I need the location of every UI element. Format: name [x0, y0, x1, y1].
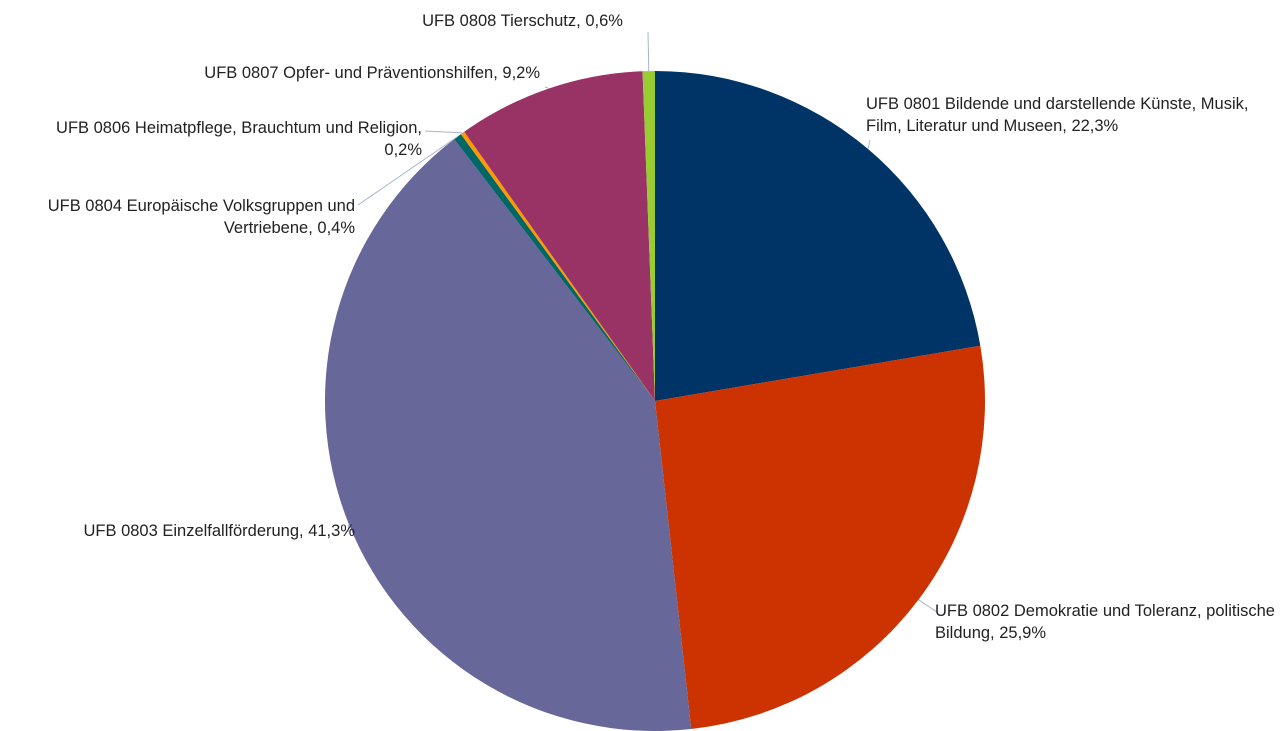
category-name: UFB 0806 Heimatpflege, Brauchtum und Rel… [56, 119, 422, 137]
value-label: 0,6% [585, 12, 623, 30]
leader-line [647, 31, 650, 72]
pie-slice [655, 71, 981, 401]
category-name: UFB 0802 Demokratie und Toleranz, politi… [935, 602, 1275, 642]
slice-label: UFB 0802 Demokratie und Toleranz, politi… [935, 600, 1280, 644]
leader-line [918, 599, 938, 613]
category-name: UFB 0807 Opfer- und Präventionshilfen, [204, 64, 498, 82]
category-name: UFB 0804 Europäische Volksgruppen und Ve… [47, 197, 355, 237]
value-label: 0,2% [384, 141, 422, 159]
pie-slice [642, 71, 655, 401]
pie-slice [460, 131, 655, 401]
slice-label: UFB 0808 Tierschutz, 0,6% [380, 10, 665, 32]
leader-line [357, 136, 458, 206]
value-label: 0,4% [317, 219, 355, 237]
pie-slice [454, 134, 655, 402]
pie-slice [464, 71, 655, 401]
value-label: 41,3% [308, 522, 355, 540]
value-label: 9,2% [502, 64, 540, 82]
leader-line [544, 86, 550, 89]
pie-slice [655, 345, 985, 730]
leader-line [424, 130, 463, 134]
leader-line [867, 139, 871, 149]
slice-label: UFB 0801 Bildende und darstellende Künst… [866, 93, 1286, 137]
value-label: 25,9% [999, 624, 1047, 642]
slice-label: UFB 0806 Heimatpflege, Brauchtum und Rel… [20, 117, 422, 161]
category-name: UFB 0808 Tierschutz, [422, 12, 581, 30]
leader-line [347, 523, 350, 533]
slice-label: UFB 0807 Opfer- und Präventionshilfen, 9… [60, 62, 540, 84]
category-name: UFB 0803 Einzelfallförderung, [83, 522, 304, 540]
category-name: UFB 0801 Bildende und darstellende Künst… [866, 95, 1249, 135]
value-label: 22,3% [1071, 117, 1119, 135]
slice-label: UFB 0804 Europäische Volksgruppen und Ve… [0, 195, 355, 239]
slice-label: UFB 0803 Einzelfallförderung, 41,3% [40, 520, 355, 542]
pie-slice [325, 139, 692, 731]
